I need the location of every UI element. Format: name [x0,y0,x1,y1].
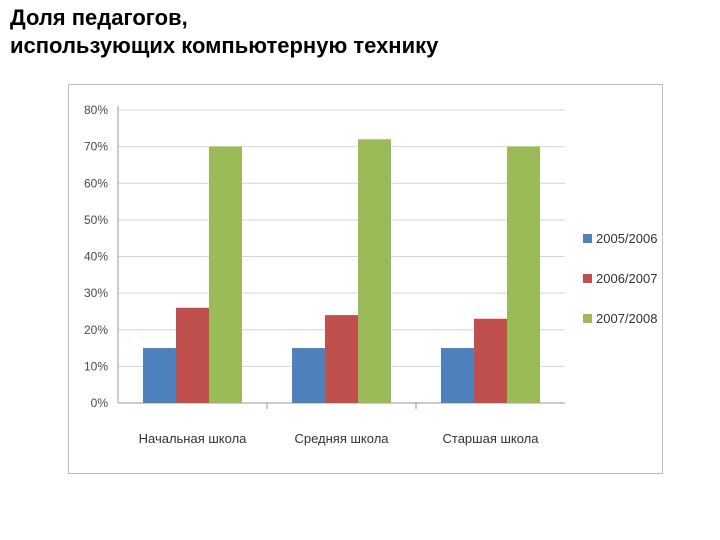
bar [209,146,242,403]
title-line-2: использующих компьютерную технику [10,33,439,58]
y-tick-label: 0% [91,396,109,410]
legend-label: 2006/2007 [596,271,657,286]
bar [292,348,325,403]
y-tick-label: 40% [84,250,108,264]
legend-swatch [583,314,592,323]
bar [176,307,209,403]
y-tick-label: 70% [84,140,108,154]
y-tick-label: 50% [84,213,108,227]
bar [358,139,391,404]
y-tick-label: 30% [84,286,108,300]
title-line-1: Доля педагогов, [10,5,188,30]
bar [143,348,176,403]
legend-label: 2005/2006 [596,231,657,246]
y-tick-label: 20% [84,323,108,337]
bar [474,318,507,403]
y-tick-label: 10% [84,359,108,373]
legend-label: 2007/2008 [596,311,657,326]
y-tick-label: 60% [84,176,108,190]
bar [441,348,474,403]
bar [325,315,358,403]
category-label: Начальная школа [139,431,248,446]
legend-swatch [583,274,592,283]
category-label: Средняя школа [294,431,389,446]
category-label: Старшая школа [443,431,540,446]
y-tick-label: 80% [84,103,108,117]
bar [507,146,540,403]
legend-swatch [583,234,592,243]
slide-title: Доля педагогов, использующих компьютерну… [10,4,710,60]
